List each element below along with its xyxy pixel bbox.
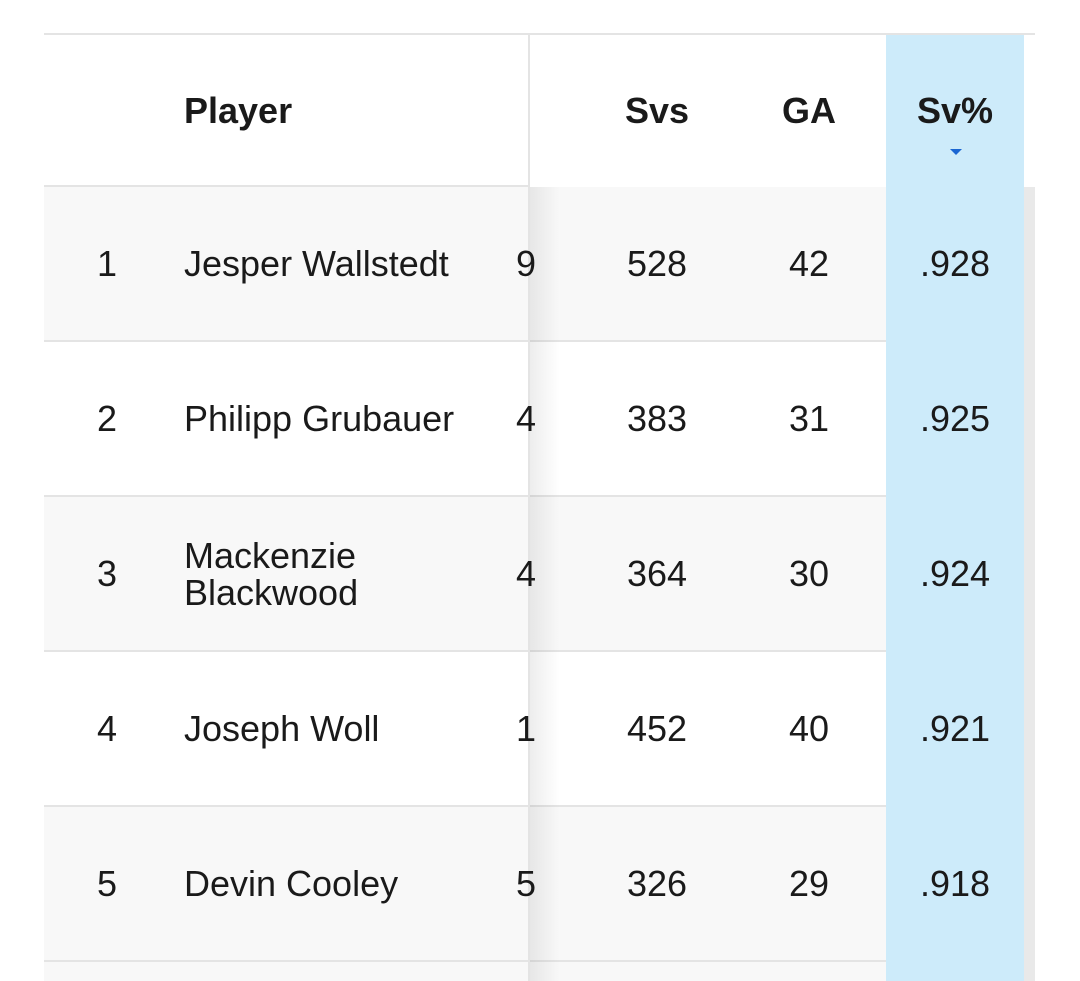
- sticky-header-bg: [44, 35, 530, 187]
- sticky-row-bg: [44, 652, 530, 807]
- rank-cell: 2: [96, 397, 118, 439]
- sv-pct-cell: .918: [919, 862, 991, 904]
- ga-cell: 29: [788, 862, 830, 904]
- header-ga[interactable]: GA: [782, 90, 836, 131]
- rank-cell: 1: [96, 242, 118, 284]
- player-cell[interactable]: Mackenzie Blackwood: [184, 534, 359, 613]
- header-player[interactable]: Player: [184, 90, 293, 131]
- sticky-shadow: [530, 187, 560, 981]
- rank-cell: 3: [96, 552, 118, 594]
- player-cell[interactable]: Philipp Grubauer: [184, 398, 455, 439]
- header-sv-pct[interactable]: Sv%: [916, 90, 994, 131]
- svs-cell: 383: [626, 397, 688, 439]
- sticky-row-bg: [44, 187, 530, 342]
- ga-cell: 40: [788, 707, 830, 749]
- sticky-row-bg: [44, 342, 530, 497]
- hidden-column-cell: 5: [516, 862, 537, 904]
- sv-pct-cell: .928: [919, 242, 991, 284]
- ga-cell: 30: [788, 552, 830, 594]
- sv-pct-cell: .925: [919, 397, 991, 439]
- ga-cell: 31: [788, 397, 830, 439]
- hidden-column-cell: 1: [516, 707, 537, 749]
- sticky-border: [528, 35, 530, 981]
- svs-cell: 326: [626, 862, 688, 904]
- player-cell[interactable]: Jesper Wallstedt: [184, 243, 449, 284]
- rank-cell: 5: [96, 862, 118, 904]
- sv-pct-cell: .924: [919, 552, 991, 594]
- sorted-column: [886, 35, 1024, 981]
- svs-cell: 528: [626, 242, 688, 284]
- scroll-edge: [1024, 187, 1035, 981]
- sort-indicator: [950, 149, 962, 155]
- sticky-partial-row: [44, 962, 530, 981]
- sv-pct-cell: .921: [919, 707, 991, 749]
- sticky-row-bg: [44, 807, 530, 962]
- player-cell[interactable]: Joseph Woll: [184, 708, 380, 749]
- rank-cell: 4: [96, 707, 118, 749]
- sticky-column: Player 1 Jesper Wallstedt 2 Philipp Grubauer…: [44, 35, 530, 981]
- hidden-column-cell: 4: [516, 397, 537, 439]
- ga-cell: 42: [788, 242, 830, 284]
- sticky-row-bg: [44, 497, 530, 652]
- player-cell[interactable]: Devin Cooley: [184, 863, 399, 904]
- top-border: [44, 33, 1035, 35]
- svs-cell: 364: [626, 552, 688, 594]
- header-svs[interactable]: Svs: [624, 90, 690, 131]
- svs-cell: 452: [626, 707, 688, 749]
- hidden-column-cell: 9: [516, 242, 537, 284]
- hidden-column-cell: 4: [516, 552, 537, 594]
